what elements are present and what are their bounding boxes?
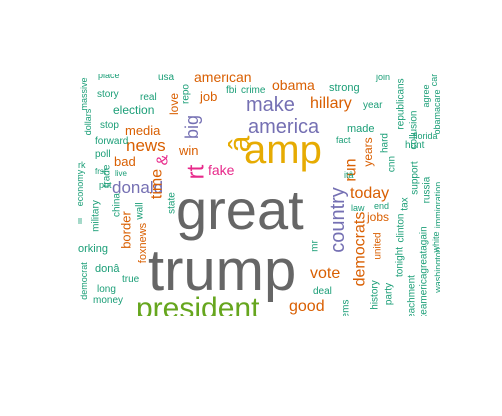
word-53: mr (310, 240, 321, 252)
word-82: put (99, 180, 112, 190)
word-33: strong (329, 82, 360, 94)
word-4: â (224, 135, 257, 152)
word-85: end (374, 201, 389, 211)
word-36: year (363, 100, 383, 111)
word-59: tax (400, 197, 411, 210)
word-41: real (140, 92, 157, 103)
word-93: keamericagreatagain (419, 226, 430, 319)
word-49: long (97, 284, 116, 295)
word-35: crime (241, 85, 266, 96)
word-26: love (167, 93, 181, 115)
word-38: forward (95, 136, 128, 147)
word-63: hunt (405, 140, 425, 151)
word-73: economy (75, 169, 85, 206)
word-39: stop (100, 120, 119, 131)
word-17: today (350, 185, 389, 202)
word-75: orking (78, 243, 108, 255)
word-28: border (119, 211, 134, 249)
word-57: tonight (395, 247, 406, 277)
word-12: time (149, 169, 166, 199)
word-27: & (155, 154, 172, 165)
word-14: democrats (352, 212, 369, 287)
word-61: collusion (409, 111, 420, 150)
word-66: immigration (433, 182, 443, 229)
word-91: ems (341, 300, 352, 319)
word-23: bad (114, 154, 136, 169)
word-94: frst (95, 167, 107, 176)
word-62: support (410, 161, 421, 195)
word-46: wall (135, 202, 146, 220)
word-16: vote (310, 265, 340, 282)
word-11: news (126, 136, 166, 155)
word-54: united (373, 232, 384, 259)
word-65: florida (413, 131, 438, 141)
word-88: itâ (344, 170, 354, 180)
word-60: republicans (396, 78, 407, 129)
word-20: american (194, 69, 252, 85)
word-77: rk (78, 160, 86, 170)
word-69: agree (421, 84, 431, 107)
word-80: repo (181, 84, 192, 104)
word-8: country (327, 187, 349, 253)
word-84: law (351, 203, 365, 213)
word-25: job (199, 89, 217, 104)
word-31: election (113, 103, 154, 117)
word-24: win (178, 143, 199, 158)
word-29: years (361, 137, 375, 166)
word-18: good (289, 298, 325, 315)
word-89: join (375, 72, 390, 82)
word-76: ill (74, 218, 84, 224)
word-71: massive (79, 77, 89, 110)
word-55: history (370, 280, 381, 309)
word-6: make (246, 94, 295, 116)
word-48: true (122, 274, 140, 285)
word-22: media (125, 123, 161, 138)
word-3: amp (244, 128, 322, 172)
word-90: car (429, 74, 439, 87)
word-0: great (176, 178, 304, 241)
word-34: fbi (226, 85, 237, 96)
word-1: trump (148, 238, 296, 303)
word-74: democrat (79, 262, 89, 300)
word-78: usa (158, 72, 175, 83)
word-79: place (98, 70, 120, 80)
word-68: white (431, 231, 441, 253)
word-86: cnn (387, 156, 398, 172)
word-92: eachment (407, 275, 418, 319)
word-45: foxnews (137, 222, 149, 263)
word-32: made (347, 123, 375, 135)
word-47: state (167, 192, 178, 214)
word-10: big (182, 115, 202, 139)
word-13: hillary (310, 95, 352, 112)
word-51: donâ (95, 263, 120, 275)
word-44: china (112, 193, 123, 217)
word-5: america (248, 116, 320, 138)
word-64: russia (422, 176, 433, 203)
word-30: jobs (366, 210, 389, 224)
word-42: military (91, 200, 102, 232)
word-67: washington (433, 247, 443, 294)
word-21: fake (208, 162, 235, 178)
word-2: president (136, 292, 260, 325)
word-7: donald (112, 178, 163, 197)
word-72: dollars (83, 108, 93, 135)
word-81: live (115, 169, 128, 178)
word-83: fact (336, 135, 351, 145)
word-40: story (97, 89, 119, 100)
word-52: deal (313, 286, 332, 297)
word-50: money (93, 295, 123, 306)
word-70: obamacare (432, 89, 442, 134)
word-87: hard (380, 133, 391, 153)
word-58: clinton (396, 214, 407, 243)
word-9: rt (183, 164, 210, 179)
word-43: trade (102, 164, 113, 187)
word-37: poll (95, 149, 111, 160)
word-56: party (384, 283, 395, 305)
word-19: obama (272, 77, 315, 93)
word-15: run (343, 158, 360, 181)
